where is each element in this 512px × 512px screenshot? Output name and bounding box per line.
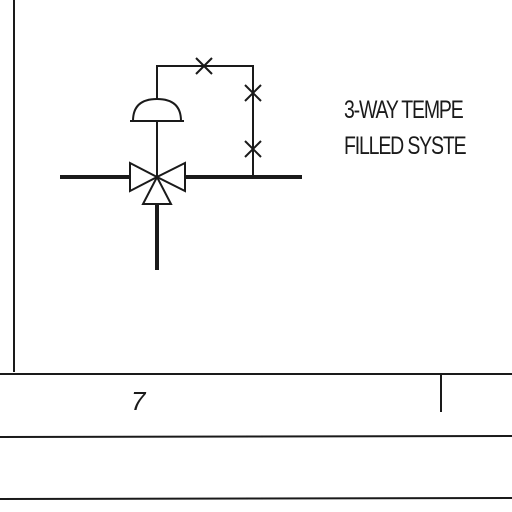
capillary-marker-upper bbox=[244, 84, 262, 102]
valve-port-right bbox=[154, 161, 186, 193]
valve-label-line-2: FILLED SYSTE bbox=[344, 132, 467, 160]
actuator-dome bbox=[131, 97, 183, 122]
title-block-middle-rule bbox=[0, 435, 512, 438]
title-block-bottom-rule bbox=[0, 497, 512, 500]
valve-label-line-1: 3-WAY TEMPE bbox=[344, 96, 464, 124]
title-block-cell-number: 7 bbox=[131, 386, 146, 416]
capillary-marker-lower bbox=[244, 140, 262, 158]
valve-port-bottom bbox=[141, 174, 173, 205]
capillary-marker-top bbox=[195, 57, 213, 75]
valve-port-left bbox=[129, 161, 160, 193]
